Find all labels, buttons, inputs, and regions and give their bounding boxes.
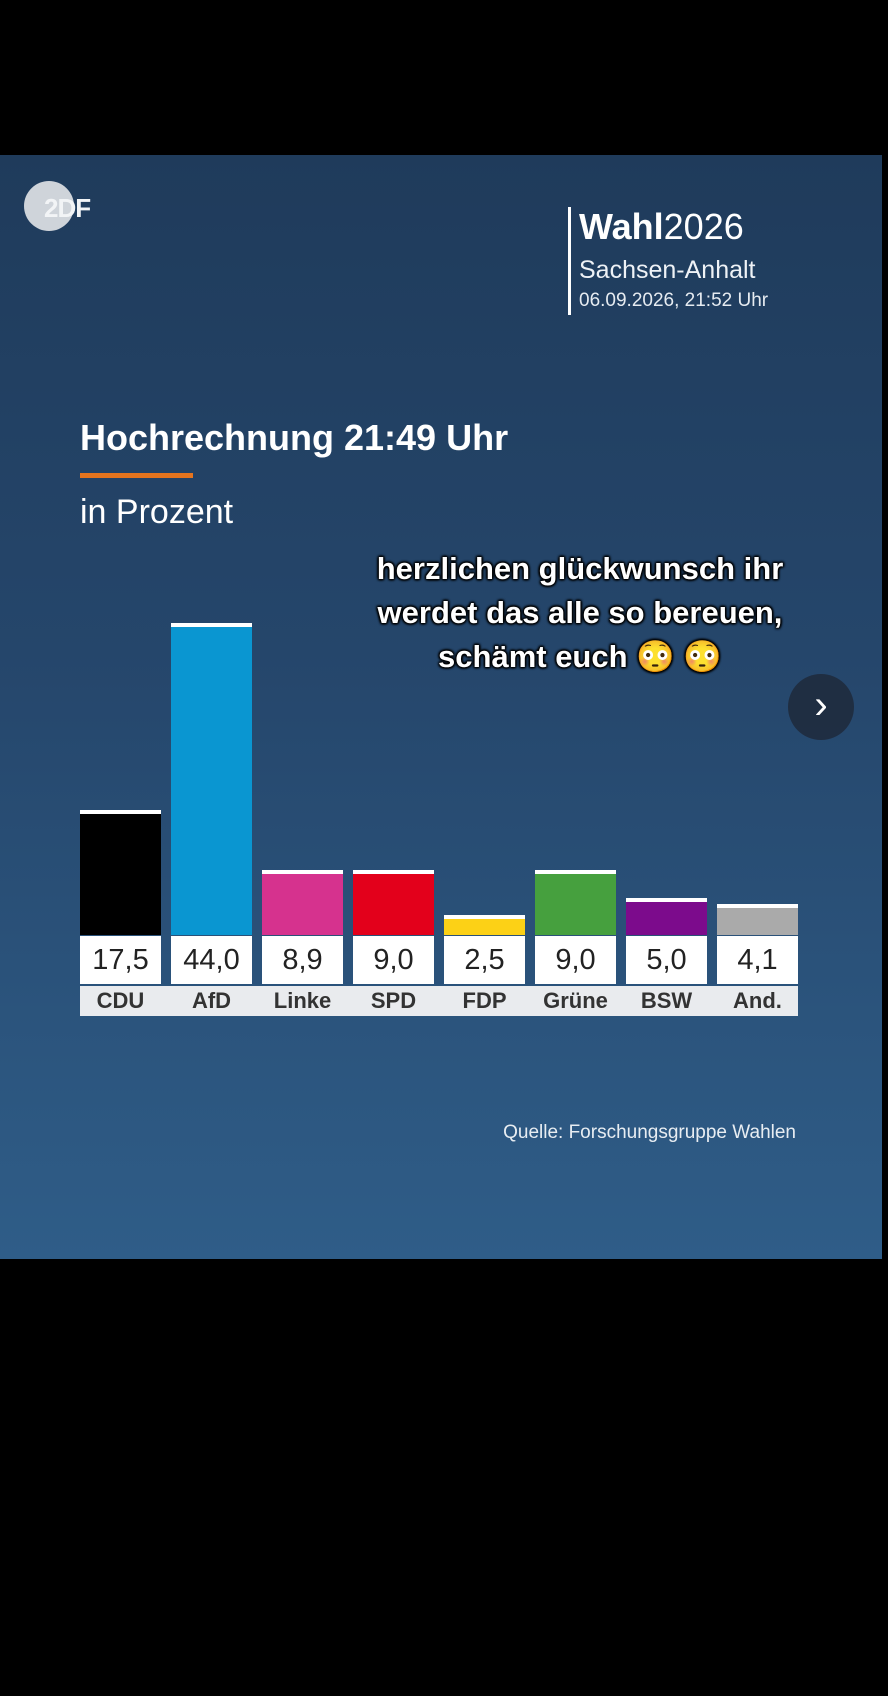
logo-disc	[24, 181, 74, 231]
value-label: 4,1	[717, 936, 798, 984]
value-label: 17,5	[80, 936, 161, 984]
bar-fdp	[444, 917, 525, 935]
bar-top-line	[171, 623, 252, 627]
election-header: Wahl2026 Sachsen-Anhalt 06.09.2026, 21:5…	[568, 207, 768, 315]
category-label-strip	[80, 986, 798, 1016]
bar-cdu	[80, 812, 161, 935]
election-title-bold: Wahl	[579, 206, 664, 247]
bar-afd	[171, 625, 252, 935]
election-graphic: 2DF Wahl2026 Sachsen-Anhalt 06.09.2026, …	[0, 155, 882, 1259]
chart-title: Hochrechnung 21:49 Uhr	[80, 417, 509, 458]
source-note: Quelle: Forschungsgruppe Wahlen	[503, 1122, 796, 1143]
category-label: CDU	[96, 988, 145, 1013]
bar-top-line	[535, 870, 616, 874]
election-region: Sachsen-Anhalt	[579, 256, 756, 284]
category-label: And.	[733, 988, 782, 1013]
category-label: BSW	[640, 988, 693, 1013]
category-label: SPD	[370, 988, 417, 1013]
bar-and	[717, 906, 798, 935]
bar-grne	[535, 872, 616, 935]
value-label: 44,0	[171, 936, 252, 984]
title-accent-line	[80, 473, 193, 478]
bar-bsw	[626, 900, 707, 935]
value-label: 9,0	[353, 936, 434, 984]
bar-top-line	[262, 870, 343, 874]
election-title: Wahl2026	[579, 207, 768, 247]
bar-top-line	[444, 915, 525, 919]
value-label: 2,5	[444, 936, 525, 984]
bar-chart: 17,5 CDU 44,0 AfD 8,9 Linke 9,0 SPD 2,5 FDP 9,0 Grü…	[0, 155, 882, 1259]
chart-subtitle: in Prozent	[80, 493, 234, 531]
bar-spd	[353, 872, 434, 935]
bar-top-line	[626, 898, 707, 902]
zdf-logo: 2DF	[22, 179, 118, 235]
value-label: 9,0	[535, 936, 616, 984]
value-label: 8,9	[262, 936, 343, 984]
category-label: AfD	[191, 988, 232, 1013]
category-label: Grüne	[543, 988, 608, 1013]
election-year: 2026	[663, 206, 744, 247]
election-datetime: 06.09.2026, 21:52 Uhr	[579, 290, 769, 311]
bar-linke	[262, 872, 343, 935]
bar-top-line	[717, 904, 798, 908]
bar-top-line	[353, 870, 434, 874]
value-label: 5,0	[626, 936, 707, 984]
overlay-caption: herzlichen glückwunsch ihr werdet das al…	[376, 551, 784, 674]
category-label: FDP	[462, 988, 507, 1013]
logo-text: 2DF	[44, 193, 91, 223]
category-label: Linke	[273, 988, 332, 1013]
next-slide-button[interactable]: ›	[788, 674, 854, 740]
chevron-right-icon: ›	[814, 683, 828, 727]
bar-top-line	[80, 810, 161, 814]
